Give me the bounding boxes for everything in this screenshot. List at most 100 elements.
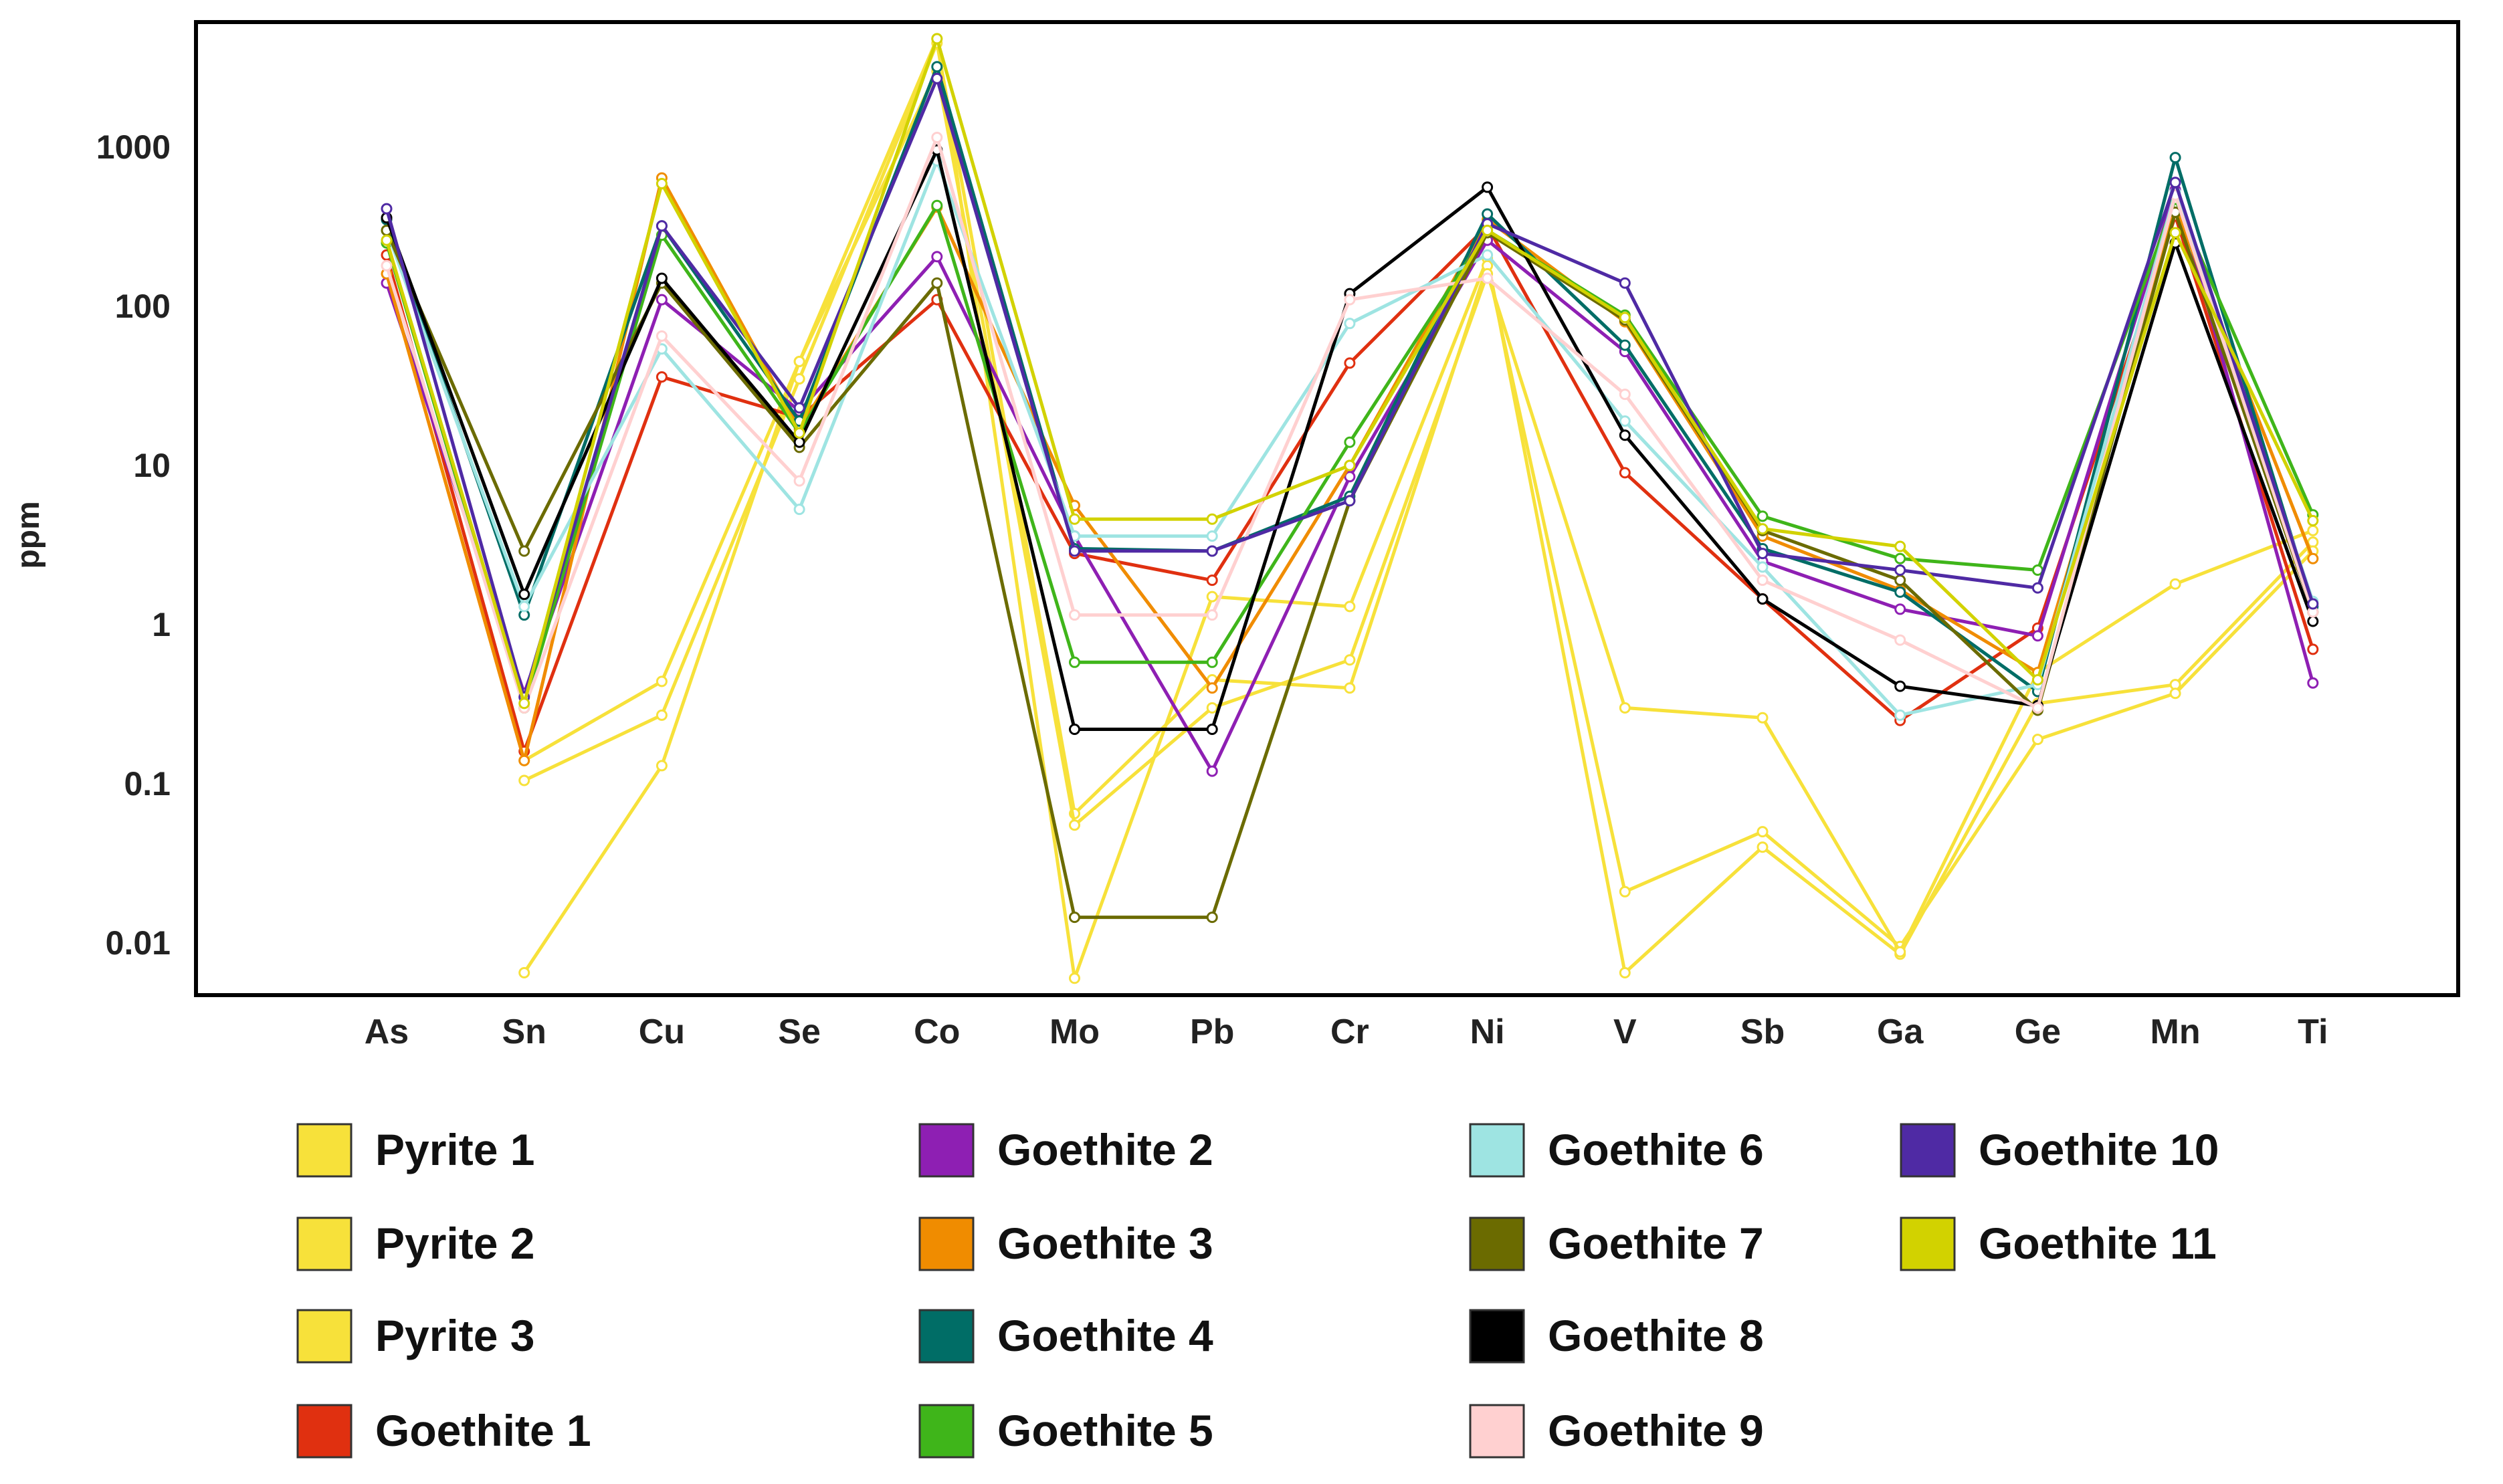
data-point xyxy=(518,601,530,613)
data-point xyxy=(1894,586,1906,598)
data-point xyxy=(1757,841,1769,853)
data-point xyxy=(518,545,530,557)
data-point xyxy=(1619,967,1631,979)
data-point xyxy=(1344,294,1356,306)
data-point xyxy=(1619,885,1631,897)
x-tick-label: Se xyxy=(778,1013,821,1051)
data-point xyxy=(2307,615,2319,627)
data-point xyxy=(2307,643,2319,655)
data-point xyxy=(1069,513,1080,525)
legend-item: Pyrite 3 xyxy=(296,1309,534,1364)
data-point xyxy=(1069,656,1080,668)
data-point xyxy=(1069,724,1080,736)
series-line xyxy=(523,69,2314,954)
legend-swatch xyxy=(1469,1309,1525,1364)
x-tick-label: Ti xyxy=(2298,1013,2328,1051)
legend-label: Pyrite 3 xyxy=(375,1311,534,1360)
data-point xyxy=(1482,181,1494,193)
data-point xyxy=(1069,819,1080,831)
legend-label: Pyrite 2 xyxy=(375,1218,534,1268)
data-point xyxy=(793,475,805,487)
y-tick-label: 1000 xyxy=(96,128,171,166)
data-point xyxy=(1757,548,1769,560)
data-point xyxy=(656,330,668,342)
data-point xyxy=(931,61,943,73)
legend-label: Goethite 6 xyxy=(1548,1125,1764,1174)
data-point xyxy=(1206,765,1218,777)
data-point xyxy=(1206,513,1218,525)
data-point xyxy=(793,427,805,439)
data-point xyxy=(2307,598,2319,610)
x-tick-label: Co xyxy=(914,1013,960,1051)
data-point xyxy=(931,277,943,289)
legend-swatch xyxy=(1469,1123,1525,1178)
data-point xyxy=(1619,702,1631,714)
data-point xyxy=(518,589,530,601)
legend-label: Goethite 4 xyxy=(997,1311,1213,1360)
legend-item: Pyrite 1 xyxy=(296,1123,534,1178)
legend-label: Goethite 5 xyxy=(997,1406,1213,1455)
data-point xyxy=(1206,574,1218,587)
data-point xyxy=(1206,724,1218,736)
data-point xyxy=(2031,674,2043,686)
data-point xyxy=(1206,912,1218,924)
data-point xyxy=(1206,591,1218,603)
legend-swatch xyxy=(1469,1216,1525,1271)
x-tick-label: Mo xyxy=(1049,1013,1100,1051)
data-point xyxy=(1894,552,1906,564)
data-point xyxy=(1069,609,1080,621)
data-point xyxy=(1894,540,1906,552)
series-goethite-9 xyxy=(381,132,2319,714)
data-point xyxy=(931,251,943,263)
data-point xyxy=(381,203,393,215)
data-point xyxy=(2307,515,2319,527)
legend-item: Goethite 7 xyxy=(1469,1216,1764,1271)
data-point xyxy=(1482,208,1494,220)
data-point xyxy=(793,356,805,368)
data-point xyxy=(1619,339,1631,351)
series-lines xyxy=(381,33,2319,984)
series-line xyxy=(522,37,2314,980)
legend-label: Goethite 3 xyxy=(997,1218,1213,1268)
data-point xyxy=(1206,530,1218,542)
series-goethite-11 xyxy=(381,33,2319,710)
legend-item: Goethite 10 xyxy=(1900,1123,2219,1178)
data-point xyxy=(1894,634,1906,646)
data-point xyxy=(1619,312,1631,324)
legend-item: Goethite 2 xyxy=(918,1123,1213,1178)
data-point xyxy=(1894,603,1906,615)
data-point xyxy=(381,234,393,246)
data-point xyxy=(656,272,668,284)
data-point xyxy=(2169,152,2181,164)
y-tick-label: 100 xyxy=(115,288,171,325)
data-point xyxy=(2169,227,2181,239)
data-point xyxy=(1757,561,1769,573)
legend-item: Goethite 3 xyxy=(918,1216,1213,1271)
data-point xyxy=(1069,912,1080,924)
data-point xyxy=(1069,972,1080,984)
x-tick-label: Cu xyxy=(639,1013,685,1051)
legend-item: Goethite 9 xyxy=(1469,1404,1764,1459)
data-point xyxy=(1619,429,1631,441)
y-axis-ticks: 1000 100 10 1 0.1 0.01 xyxy=(96,128,171,962)
legend: Pyrite 1 Pyrite 2 Pyrite 3 Goethite 1 Goethi… xyxy=(296,1123,2219,1459)
legend-label: Goethite 1 xyxy=(375,1406,591,1455)
data-point xyxy=(1206,702,1218,714)
data-point xyxy=(1206,609,1218,621)
x-tick-label: Mn xyxy=(2150,1013,2201,1051)
data-point xyxy=(931,33,943,45)
legend-swatch xyxy=(296,1216,353,1271)
data-point xyxy=(1619,467,1631,479)
data-point xyxy=(518,967,530,979)
x-axis-ticks: As Sn Cu Se Co Mo Pb Cr Ni V Sb Ga Ge Mn Ti xyxy=(365,1013,2328,1051)
legend-item: Goethite 4 xyxy=(918,1309,1213,1364)
y-tick-label: 0.01 xyxy=(106,924,171,962)
legend-label: Goethite 11 xyxy=(1979,1218,2217,1268)
data-point xyxy=(2169,578,2181,590)
series-line xyxy=(523,41,2314,948)
data-point xyxy=(1894,564,1906,576)
data-point xyxy=(2307,677,2319,689)
data-point xyxy=(793,402,805,414)
data-point xyxy=(518,754,530,766)
series-pyrite-2 xyxy=(518,37,2319,952)
